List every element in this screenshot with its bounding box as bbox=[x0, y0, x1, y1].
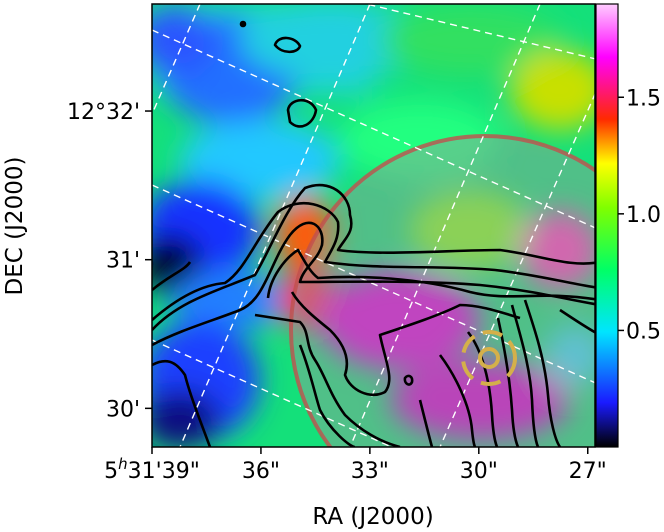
colorbar-ticks: 0.5 1.0 1.5 bbox=[618, 86, 661, 344]
y-tick-label: 31' bbox=[106, 249, 140, 274]
x-tick-label: 30" bbox=[460, 459, 498, 484]
target-marker bbox=[461, 330, 517, 386]
plot-frame bbox=[151, 3, 596, 448]
x-axis-ticks: 5h31'39" 36" 33" 30" 27" bbox=[104, 447, 607, 484]
colorbar-gradient bbox=[595, 3, 619, 448]
colorbar-tick-label: 0.5 bbox=[626, 319, 661, 344]
x-axis-label: RA (J2000) bbox=[312, 504, 433, 530]
colorbar-tick-label: 1.0 bbox=[626, 203, 661, 228]
x-tick-label: 36" bbox=[242, 459, 280, 484]
x-tick-label: 27" bbox=[569, 459, 607, 484]
y-tick-label: 12°32' bbox=[67, 100, 140, 125]
x-tick-label: 5h31'39" bbox=[104, 455, 200, 484]
region-circle bbox=[289, 134, 595, 447]
y-axis-label: DEC (J2000) bbox=[2, 157, 28, 296]
x-tick-label: 33" bbox=[351, 459, 389, 484]
contours bbox=[152, 20, 595, 447]
y-tick-label: 30' bbox=[106, 397, 140, 422]
colorbar: 0.5 1.0 1.5 bbox=[595, 3, 661, 448]
heatmap-image bbox=[152, 4, 595, 447]
colorbar-tick-label: 1.5 bbox=[626, 86, 661, 111]
y-axis-ticks: 12°32' 31' 30' bbox=[67, 100, 152, 422]
